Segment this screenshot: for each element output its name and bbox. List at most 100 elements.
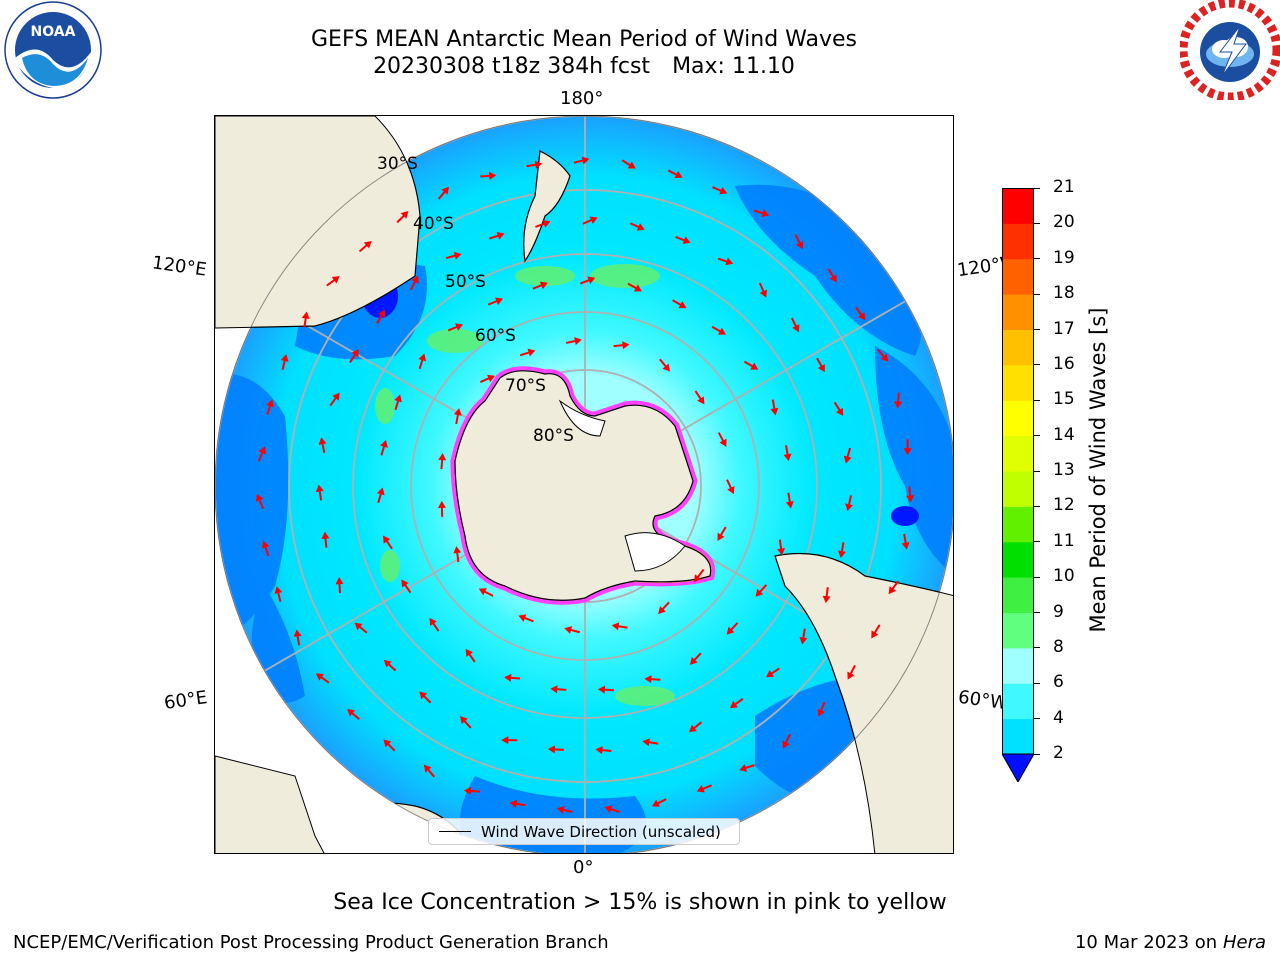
wave-direction-arrow: [794, 234, 804, 250]
wave-direction-arrow: [301, 311, 310, 328]
colorbar-tick-label: 19: [1053, 247, 1075, 268]
colorbar-bin: [1002, 506, 1034, 543]
wave-direction-arrow: [903, 439, 912, 456]
wave-direction-arrow: [782, 733, 792, 749]
wave-direction-arrow: [659, 358, 671, 372]
wave-direction-arrow: [453, 408, 462, 425]
wave-direction-arrow: [717, 257, 734, 266]
colorbar-tick-mark: [1034, 718, 1040, 720]
wave-direction-arrow: [739, 764, 755, 772]
wave-direction-arrow: [556, 806, 573, 814]
wave-direction-arrow: [817, 701, 826, 717]
colorbar-bin: [1002, 718, 1034, 755]
wave-direction-arrow: [847, 664, 856, 680]
colorbar-bin: [1002, 294, 1034, 330]
colorbar-tick-label: 20: [1053, 212, 1075, 233]
wave-direction-arrow: [822, 587, 831, 604]
sea-ice-note: Sea Ice Concentration > 15% is shown in …: [333, 890, 947, 915]
wave-direction-arrow: [604, 805, 620, 813]
colorbar-bin: [1002, 541, 1034, 578]
colorbar-tick-label: 9: [1053, 601, 1064, 622]
colorbar-tick-label: 17: [1053, 318, 1075, 339]
wave-direction-arrow: [401, 579, 412, 594]
wave-direction-arrow: [318, 437, 327, 454]
colorbar-tick-mark: [1034, 364, 1040, 366]
wave-direction-arrow: [266, 399, 274, 415]
map-panel: 30°S 40°S 50°S 60°S 70°S 80°S: [214, 115, 954, 854]
colorbar-tick-label: 16: [1053, 353, 1075, 374]
wave-direction-arrow: [274, 586, 283, 603]
wave-direction-arrow: [906, 486, 915, 503]
noaa-logo: NOAA: [2, 0, 104, 104]
wave-direction-arrow: [383, 659, 397, 672]
wave-direction-arrow: [675, 236, 691, 244]
wave-direction-arrow: [349, 349, 359, 364]
wave-direction-arrow: [785, 492, 794, 509]
wave-direction-arrow: [743, 360, 759, 370]
wave-direction-arrow: [532, 281, 548, 290]
wave-direction-arrow: [380, 439, 388, 456]
colorbar-bin: [1002, 471, 1034, 507]
wave-direction-arrow: [293, 629, 302, 646]
wave-direction-arrow: [383, 535, 393, 550]
wave-direction-arrow: [437, 500, 446, 517]
wave-direction-arrow: [535, 220, 551, 228]
wave-direction-arrow: [463, 786, 480, 795]
wave-direction-arrow: [597, 685, 614, 694]
wave-direction-arrow: [526, 160, 543, 169]
wave-direction-arrow: [354, 622, 368, 634]
wave-direction-arrow: [376, 487, 385, 504]
wave-direction-arrow: [777, 539, 786, 556]
colorbar-tick-mark: [1034, 470, 1040, 472]
wave-direction-arrow: [765, 667, 780, 678]
wave-direction-arrow: [694, 390, 705, 405]
wave-direction-arrow: [717, 526, 727, 541]
wave-direction-arrow: [667, 169, 683, 179]
wave-direction-arrow: [888, 580, 899, 595]
lon-label-60e: 60°E: [162, 687, 209, 714]
colorbar-bin: [1002, 612, 1034, 649]
wave-direction-arrow: [894, 392, 903, 409]
wave-direction-arrow: [501, 736, 518, 745]
wave-direction-arrow: [621, 159, 636, 169]
wave-direction-arrow: [329, 392, 340, 407]
wave-direction-arrow: [257, 446, 266, 462]
wave-direction-arrow: [855, 306, 866, 321]
lon-label-0: 0°: [573, 857, 594, 878]
wave-direction-arrow: [321, 531, 330, 548]
wave-direction-arrow: [582, 216, 598, 225]
lat-label-30s: 30°S: [377, 154, 418, 174]
lat-label-70s: 70°S: [505, 376, 546, 396]
wave-direction-arrow: [504, 673, 521, 682]
forecast-run-label: 20230308 t18z 384h fcst: [373, 54, 651, 79]
wave-direction-arrow: [644, 675, 661, 684]
lon-label-180: 180°: [560, 88, 604, 109]
colorbar-tick-mark: [1034, 541, 1040, 543]
wave-direction-arrow: [689, 652, 702, 665]
wave-direction-arrow: [758, 282, 768, 298]
wave-direction-arrow: [409, 275, 419, 291]
wave-direction-arrow: [280, 354, 289, 370]
colorbar-tick-label: 11: [1053, 530, 1075, 551]
colorbar-bin: [1002, 683, 1034, 720]
wave-direction-arrow: [480, 171, 497, 180]
colorbar-tick-mark: [1034, 576, 1040, 578]
wave-direction-arrow: [693, 568, 705, 583]
wave-direction-arrow: [447, 323, 464, 332]
wave-direction-arrow: [658, 601, 670, 615]
wave-direction-arrow: [790, 317, 800, 333]
legend-line-swatch: [439, 831, 471, 832]
wave-direction-arrow: [419, 691, 432, 704]
wave-direction-arrow: [383, 739, 396, 752]
lon-label-120e: 120°E: [150, 252, 208, 281]
colorbar-tick-mark: [1034, 435, 1040, 437]
wave-direction-arrow: [519, 348, 536, 357]
wave-direction-arrow: [770, 399, 779, 416]
wave-direction-arrow: [358, 240, 372, 253]
noaa-logo-text: NOAA: [31, 24, 76, 40]
wave-direction-arrow: [729, 697, 744, 709]
wave-direction-arrow: [838, 542, 846, 559]
wave-direction-arrow: [565, 337, 582, 346]
footer-date-text: 10 Mar 2023 on: [1074, 932, 1218, 953]
colorbar-tick-label: 4: [1053, 707, 1064, 728]
